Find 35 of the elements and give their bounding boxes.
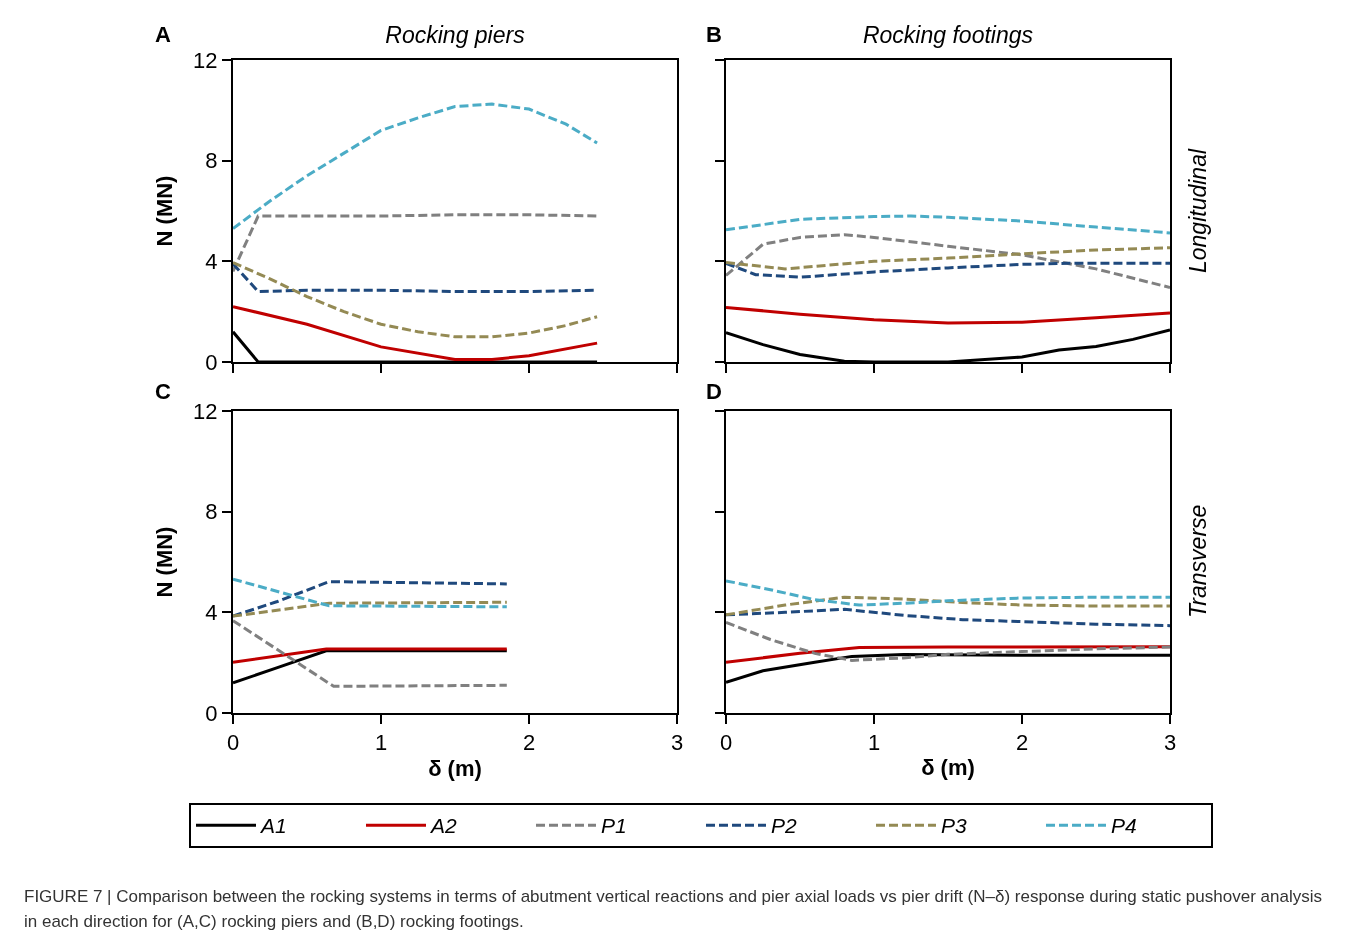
legend-label: P3 <box>941 814 968 838</box>
x-axis-title: δ (m) <box>921 755 975 780</box>
y-tick-label: 8 <box>205 148 218 174</box>
text: C <box>155 379 171 404</box>
chart-title: Rocking footings <box>862 22 1034 49</box>
y-tick-label: 4 <box>205 249 218 275</box>
caption: FIGURE 7 | Comparison between the rocking systems in terms of abutment vertical reactions and pier axial loads vs pier drift (N–δ) response during static pushover analysis in each direction for (A,C) rocking piers and (B,D) rocking footings. <box>24 886 1323 933</box>
legend-label: P1 <box>601 814 627 838</box>
x-axis-title: δ (m) <box>428 755 482 781</box>
legend-label: A2 <box>429 814 458 838</box>
y-axis-title: N (MN) <box>152 175 178 247</box>
y-tick-label: 8 <box>205 499 218 525</box>
x-tick-label: 1 <box>374 730 388 756</box>
x-tick-label: 3 <box>670 730 684 756</box>
x-tick-label: 2 <box>1015 730 1029 756</box>
x-tick-label: 2 <box>522 730 536 756</box>
y-axis-title: N (MN) <box>152 526 178 598</box>
legend-label: P4 <box>1111 814 1137 838</box>
y-tick-label: 0 <box>205 349 218 375</box>
text: A <box>155 22 171 47</box>
x-tick-label: 3 <box>1163 730 1177 756</box>
y-tick-label: 4 <box>205 600 218 626</box>
text: B <box>706 22 722 47</box>
y2-axis-title: Transverse <box>1185 504 1211 618</box>
y2-axis-title: Longitudinal <box>1185 148 1211 273</box>
x-tick-label: 1 <box>867 730 881 756</box>
y-tick-label: 12 <box>193 47 218 73</box>
text: D <box>706 379 722 404</box>
y-tick-label: 0 <box>205 700 218 726</box>
x-tick-label: 0 <box>719 730 733 756</box>
legend-label: P2 <box>771 814 798 838</box>
chart-title: Rocking piers <box>385 22 526 49</box>
legend-label: A1 <box>259 814 287 838</box>
y-tick-label: 12 <box>193 398 218 424</box>
x-tick-label: 0 <box>226 730 240 756</box>
